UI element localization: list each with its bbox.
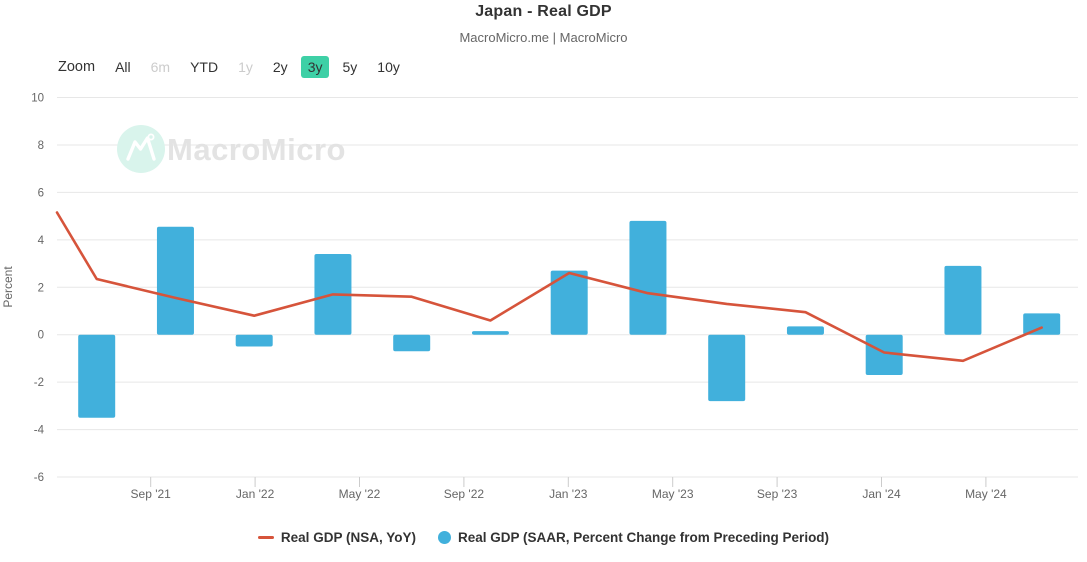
gdp-saar-bar-2022-q1[interactable]	[235, 334, 273, 347]
gdp-saar-bar-2021-q4[interactable]	[156, 226, 194, 335]
y-axis-tick-label: -4	[34, 425, 45, 437]
x-axis-tick-label: Jan '24	[862, 487, 901, 501]
y-axis-tick-label: 8	[38, 140, 44, 152]
x-axis-tick-label: Sep '21	[131, 487, 172, 501]
gdp-saar-bar-2023-q3[interactable]	[708, 334, 746, 402]
gdp-saar-bar-2021-q3[interactable]	[78, 334, 116, 418]
chart-subtitle: MacroMicro.me | MacroMicro	[459, 30, 628, 45]
x-axis-tick-label: May '24	[965, 487, 1007, 501]
x-axis-tick-label: Jan '23	[549, 487, 588, 501]
x-axis-tick-label: May '23	[652, 487, 694, 501]
range-button-group: All 6m YTD 1y 2y 3y 5y 10y	[105, 56, 410, 78]
y-axis-tick-label: 6	[38, 187, 44, 199]
zoom-label: Zoom	[58, 59, 96, 75]
y-axis-tick-label: 10	[31, 93, 44, 105]
y-axis-tick-label: 2	[38, 282, 44, 294]
gdp-saar-bar-2023-q4[interactable]	[786, 326, 824, 335]
y-axis-tick-label: -6	[34, 472, 44, 484]
range-button-all[interactable]: All	[115, 59, 131, 75]
degree-mark-icon	[147, 133, 155, 141]
x-axis-tick-label: May '22	[339, 487, 381, 501]
gdp-chart-plot: 10 8 6 4 2 0 -2 -4 -6 Percent MacroMicro Sep '21 Jan…	[1, 93, 1078, 501]
y-axis-tick-label: 4	[38, 235, 45, 247]
legend-item-nsa-yoy[interactable]: Real GDP (NSA, YoY)	[257, 529, 416, 545]
page-title: Japan - Real GDP	[475, 3, 612, 20]
x-axis-tick-label: Jan '22	[236, 487, 275, 501]
legend-label: Real GDP (NSA, YoY)	[280, 529, 416, 545]
gdp-saar-bar-2022-q4[interactable]	[471, 331, 509, 335]
watermark-text: MacroMicro	[167, 132, 346, 167]
gdp-saar-bar-2024-q3[interactable]	[1023, 313, 1061, 335]
gdp-saar-bar-2024-q2[interactable]	[944, 265, 982, 335]
y-axis-tick-label: 0	[38, 330, 44, 342]
range-button-5y[interactable]: 5y	[342, 59, 358, 75]
range-button-ytd[interactable]: YTD	[190, 59, 219, 75]
gdp-saar-bar-2023-q1[interactable]	[550, 270, 588, 335]
x-axis-tick-label: Sep '23	[757, 487, 798, 501]
zoom-toolbar: Zoom All 6m YTD 1y 2y 3y 5y 10y	[58, 56, 410, 78]
gdp-saar-bar-2024-q1[interactable]	[865, 334, 903, 376]
gdp-nsa-yoy-line[interactable]	[55, 211, 1043, 363]
range-button-6m: 6m	[150, 59, 171, 75]
gdp-saar-bar-2023-q2[interactable]	[629, 220, 667, 335]
x-axis-tick-label: Sep '22	[444, 487, 485, 501]
mountain-icon	[126, 136, 156, 161]
gdp-saar-bar-2022-q3[interactable]	[393, 334, 431, 352]
range-button-3y[interactable]: 3y	[300, 56, 330, 78]
line-series-swatch	[257, 535, 274, 539]
range-button-2y[interactable]: 2y	[272, 59, 288, 75]
chart-legend: Real GDP (NSA, YoY) Real GDP (SAAR, Perce…	[0, 526, 1087, 548]
range-button-1y: 1y	[238, 59, 253, 75]
legend-label: Real GDP (SAAR, Percent Change from Prec…	[457, 529, 830, 545]
y-axis-tick-label: -2	[34, 377, 44, 389]
legend-item-saar[interactable]: Real GDP (SAAR, Percent Change from Prec…	[437, 529, 830, 545]
bar-series-swatch	[437, 530, 451, 544]
y-axis-title: Percent	[1, 266, 15, 308]
range-button-10y[interactable]: 10y	[377, 59, 400, 75]
